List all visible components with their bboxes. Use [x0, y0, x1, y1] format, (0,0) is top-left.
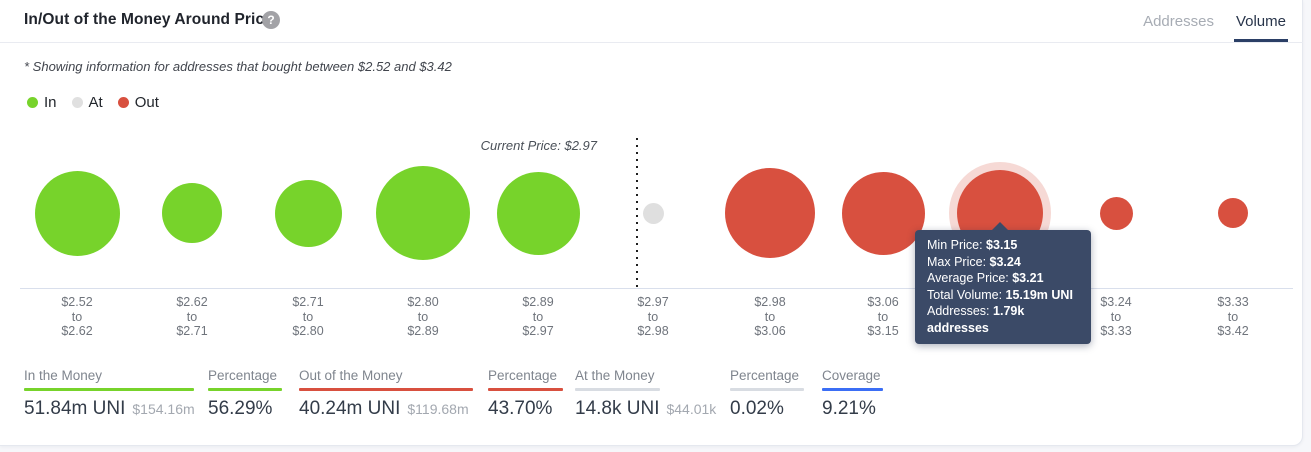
tooltip-row: Average Price: $3.21 — [927, 271, 1044, 285]
bubble-out[interactable] — [1099, 196, 1133, 230]
at-dot-icon — [71, 97, 83, 108]
axis-range-label: $2.52 to $2.62 — [61, 295, 93, 338]
stat-value: 51.84m UNI — [24, 397, 126, 419]
page-title: In/Out of the Money Around Price — [24, 11, 273, 28]
legend-item-out: Out — [117, 94, 159, 111]
legend-label-in: In — [44, 94, 57, 111]
stat-label: Out of the Money — [299, 368, 403, 383]
tooltip-row: Addresses: 1.79k addresses — [927, 304, 1025, 335]
stat-label: Percentage — [208, 368, 278, 383]
bubble-out[interactable] — [725, 168, 815, 258]
stat-underline — [575, 388, 660, 391]
stat-label: Percentage — [488, 368, 558, 383]
bubble-tooltip: Min Price: $3.15 Max Price: $3.24 Average … — [915, 222, 1091, 344]
bubble-out[interactable] — [1218, 198, 1248, 228]
stat-label: Percentage — [730, 368, 800, 383]
axis-range-label: $3.06 to $3.15 — [867, 295, 899, 338]
header-divider — [0, 42, 1303, 43]
tooltip-row: Max Price: $3.24 — [927, 254, 1021, 269]
stat-out-of-the-money: Out of the Money 40.24m UNI $119.68m — [299, 368, 473, 420]
axis-range-label: $2.97 to $2.98 — [637, 295, 669, 338]
current-price-label: Current Price: $2.97 — [480, 138, 597, 153]
stat-in-the-money: In the Money 51.84m UNI $154.16m — [24, 368, 195, 420]
stat-underline — [24, 388, 194, 391]
stat-coverage: Coverage 9.21% — [822, 368, 883, 420]
current-price-dotted-line — [636, 138, 638, 288]
bubble-chart: Current Price: $2.97 $2.52 to $2.62 $2.62 to… — [0, 128, 1303, 338]
stat-value: 56.29% — [208, 397, 273, 419]
card-header: In/Out of the Money Around Price ? Addre… — [0, 0, 1302, 42]
bubble-in[interactable] — [34, 170, 120, 256]
stat-value: 14.8k UNI — [575, 397, 660, 419]
axis-range-label: $2.80 to $2.89 — [407, 295, 439, 338]
stat-label: At the Money — [575, 368, 655, 383]
bubble-out[interactable] — [841, 171, 925, 255]
legend-label-at: At — [88, 94, 103, 111]
tooltip-row: Min Price: $3.15 — [927, 238, 1018, 252]
axis-range-label: $2.89 to $2.97 — [522, 295, 554, 338]
bubble-at[interactable] — [642, 202, 664, 224]
tooltip-row: Total Volume: 15.19m UNI — [927, 287, 1073, 302]
stat-at-the-money: At the Money 14.8k UNI $44.01k — [575, 368, 716, 420]
stat-label: Coverage — [822, 368, 881, 383]
out-dot-icon — [117, 97, 129, 108]
stat-secondary-value: $119.68m — [407, 400, 469, 417]
axis-range-label: $3.24 to $3.33 — [1100, 295, 1132, 338]
legend-label-out: Out — [134, 94, 159, 111]
bubble-in[interactable] — [274, 179, 342, 247]
stat-value: 43.70% — [488, 397, 553, 419]
stat-percentage: Percentage 43.70% — [488, 368, 563, 420]
help-question-icon[interactable]: ? — [262, 11, 280, 29]
axis-range-label: $2.62 to $2.71 — [176, 295, 208, 338]
stat-label: In the Money — [24, 368, 103, 383]
bubble-in[interactable] — [162, 183, 222, 243]
range-subtitle: * Showing information for addresses that… — [24, 59, 452, 74]
stat-underline — [730, 388, 804, 391]
stat-percentage: Percentage 56.29% — [208, 368, 282, 420]
bubble-in[interactable] — [376, 166, 470, 260]
stat-underline — [822, 388, 883, 391]
in-dot-icon — [27, 97, 38, 108]
tab-volume[interactable]: Volume — [1233, 0, 1288, 42]
tab-addresses[interactable]: Addresses — [1143, 12, 1214, 30]
chart-legend: In At Out — [27, 94, 159, 111]
stat-underline — [208, 388, 282, 391]
stat-underline — [299, 388, 473, 391]
tab-bar: Addresses Volume — [1141, 0, 1288, 42]
legend-item-at: At — [71, 94, 103, 111]
stat-value: 9.21% — [822, 397, 876, 419]
legend-item-in: In — [27, 94, 57, 111]
bubble-in[interactable] — [496, 171, 580, 255]
x-axis-line — [20, 288, 1293, 289]
axis-range-label: $2.98 to $3.06 — [754, 295, 786, 338]
stat-underline — [488, 388, 563, 391]
summary-stats-row: In the Money 51.84m UNI $154.16m Percentage… — [0, 368, 1302, 428]
stat-percentage: Percentage 0.02% — [730, 368, 804, 420]
axis-range-label: $2.71 to $2.80 — [292, 295, 324, 338]
stat-value: 40.24m UNI — [299, 397, 401, 419]
axis-range-label: $3.33 to $3.42 — [1217, 295, 1249, 338]
stat-secondary-value: $154.16m — [132, 400, 195, 417]
stat-secondary-value: $44.01k — [666, 400, 717, 417]
stat-value: 0.02% — [730, 397, 784, 419]
